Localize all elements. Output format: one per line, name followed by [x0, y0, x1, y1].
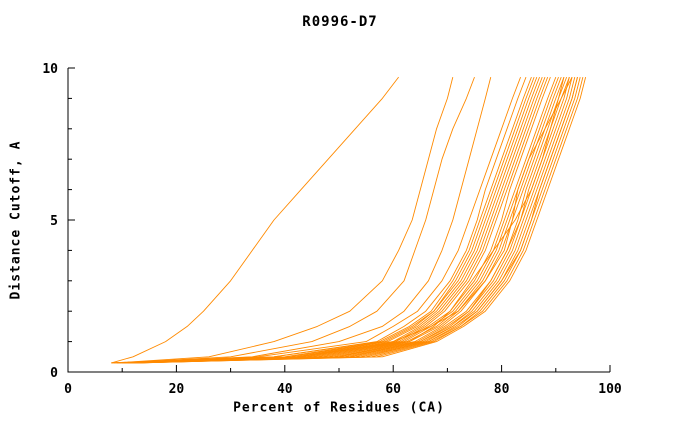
y-axis-label: Distance Cutoff, A	[8, 140, 24, 300]
model-curve	[116, 76, 538, 364]
model-curve	[130, 76, 570, 364]
y-tick-label: 5	[50, 214, 58, 229]
model-curve	[133, 77, 576, 364]
model-curve	[122, 76, 549, 364]
y-tick-label: 10	[42, 62, 58, 77]
model-curve	[122, 76, 475, 364]
x-tick-label: 0	[64, 382, 72, 397]
model-curve	[133, 77, 578, 364]
model-curve	[133, 77, 570, 364]
model-curve	[135, 77, 581, 364]
model-curve	[116, 77, 454, 364]
y-tick-label: 0	[50, 366, 58, 381]
model-curve	[127, 77, 492, 364]
model-curve	[122, 76, 551, 364]
model-curve	[119, 76, 540, 364]
model-curve	[122, 76, 573, 364]
x-tick-label: 40	[277, 382, 293, 397]
model-curve	[111, 76, 399, 364]
model-curve	[124, 76, 559, 364]
model-curve	[138, 77, 587, 364]
chart-title: R0996-D7	[302, 14, 378, 30]
x-tick-label: 60	[385, 382, 401, 397]
model-curve	[127, 76, 565, 364]
x-axis-label: Percent of Residues (CA)	[233, 400, 445, 416]
x-tick-label: 20	[169, 382, 185, 397]
model-curve	[111, 76, 521, 364]
x-tick-label: 100	[598, 382, 622, 397]
model-curve	[116, 76, 535, 364]
model-curve	[138, 77, 584, 364]
model-curve	[135, 77, 578, 364]
x-tick-label: 80	[494, 382, 510, 397]
model-curve	[133, 77, 573, 364]
model-curve	[127, 77, 565, 364]
model-curve	[122, 76, 546, 364]
